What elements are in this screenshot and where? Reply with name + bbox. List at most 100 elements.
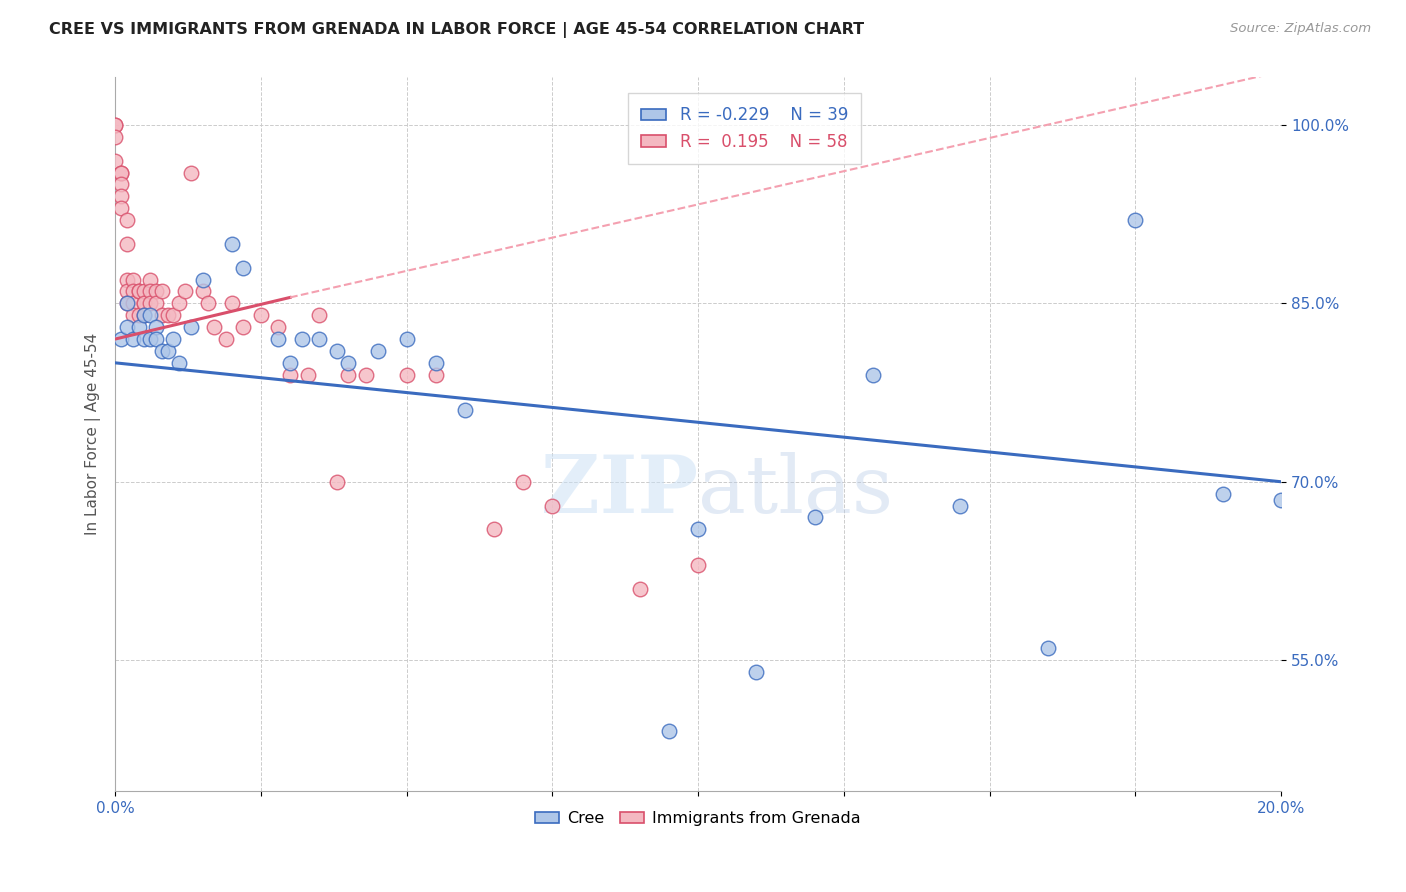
Point (121, 308, 143, 322)
Point (221, 236, 243, 251)
Text: Source: ZipAtlas.com: Source: ZipAtlas.com (1230, 22, 1371, 36)
Point (482, 522, 505, 536)
Text: CREE VS IMMIGRANTS FROM GRENADA IN LABOR FORCE | AGE 45-54 CORRELATION CHART: CREE VS IMMIGRANTS FROM GRENADA IN LABOR… (49, 22, 865, 38)
Point (221, 296, 243, 310)
Point (145, 296, 167, 310)
Point (297, 368, 319, 382)
Point (134, 285, 156, 299)
Point (688, 558, 710, 572)
Point (267, 320, 290, 334)
Point (162, 332, 184, 346)
Point (688, 522, 710, 536)
Point (745, 665, 768, 679)
Point (139, 296, 162, 310)
Point (191, 285, 214, 299)
Point (232, 320, 254, 334)
Point (949, 499, 972, 513)
Point (139, 332, 162, 346)
Point (110, 201, 132, 215)
Point (862, 368, 884, 382)
Point (156, 308, 179, 322)
Point (110, 189, 132, 203)
Point (128, 285, 150, 299)
Point (337, 368, 360, 382)
Point (395, 332, 418, 346)
Point (337, 356, 360, 370)
Point (110, 178, 132, 192)
Point (308, 308, 330, 322)
Point (134, 308, 156, 322)
Point (197, 296, 219, 310)
Point (354, 368, 377, 382)
Text: ZIP: ZIP (541, 452, 699, 530)
Point (121, 272, 143, 286)
Point (162, 308, 184, 322)
Point (278, 356, 301, 370)
Point (232, 260, 254, 275)
Point (425, 356, 447, 370)
Point (308, 332, 330, 346)
Point (145, 285, 167, 299)
Point (150, 285, 173, 299)
Point (139, 285, 162, 299)
Point (134, 332, 156, 346)
Point (215, 332, 238, 346)
Point (128, 308, 150, 322)
Point (1212, 486, 1234, 500)
Point (134, 308, 156, 322)
Point (658, 724, 681, 739)
Point (110, 332, 132, 346)
Point (115, 236, 138, 251)
Point (104, 129, 127, 144)
Point (134, 296, 156, 310)
Text: atlas: atlas (699, 452, 893, 530)
Point (115, 296, 138, 310)
Point (104, 118, 127, 132)
Point (250, 308, 273, 322)
Point (128, 285, 150, 299)
Point (169, 296, 191, 310)
Point (104, 118, 127, 132)
Point (191, 272, 214, 286)
Point (541, 499, 564, 513)
Point (145, 320, 167, 334)
Point (115, 285, 138, 299)
Point (134, 296, 156, 310)
Y-axis label: In Labor Force | Age 45-54: In Labor Force | Age 45-54 (86, 333, 101, 535)
Point (121, 285, 143, 299)
Point (121, 332, 143, 346)
Point (115, 213, 138, 227)
Point (628, 582, 651, 596)
Point (325, 475, 347, 489)
Point (454, 403, 477, 417)
Point (169, 356, 191, 370)
Point (1125, 213, 1147, 227)
Point (150, 343, 173, 358)
Point (291, 332, 314, 346)
Point (1036, 641, 1059, 656)
Point (110, 165, 132, 179)
Point (803, 510, 825, 524)
Point (150, 308, 173, 322)
Point (278, 368, 301, 382)
Point (174, 285, 197, 299)
Point (425, 368, 447, 382)
Point (395, 368, 418, 382)
Point (367, 343, 389, 358)
Point (121, 296, 143, 310)
Point (180, 320, 202, 334)
Point (115, 272, 138, 286)
Point (202, 320, 225, 334)
Point (128, 320, 150, 334)
Point (145, 332, 167, 346)
Point (180, 165, 202, 179)
Point (139, 308, 162, 322)
Point (512, 475, 534, 489)
Point (156, 343, 179, 358)
Point (1270, 492, 1292, 507)
Point (115, 296, 138, 310)
Point (110, 165, 132, 179)
Point (267, 332, 290, 346)
Point (104, 153, 127, 168)
Point (325, 343, 347, 358)
